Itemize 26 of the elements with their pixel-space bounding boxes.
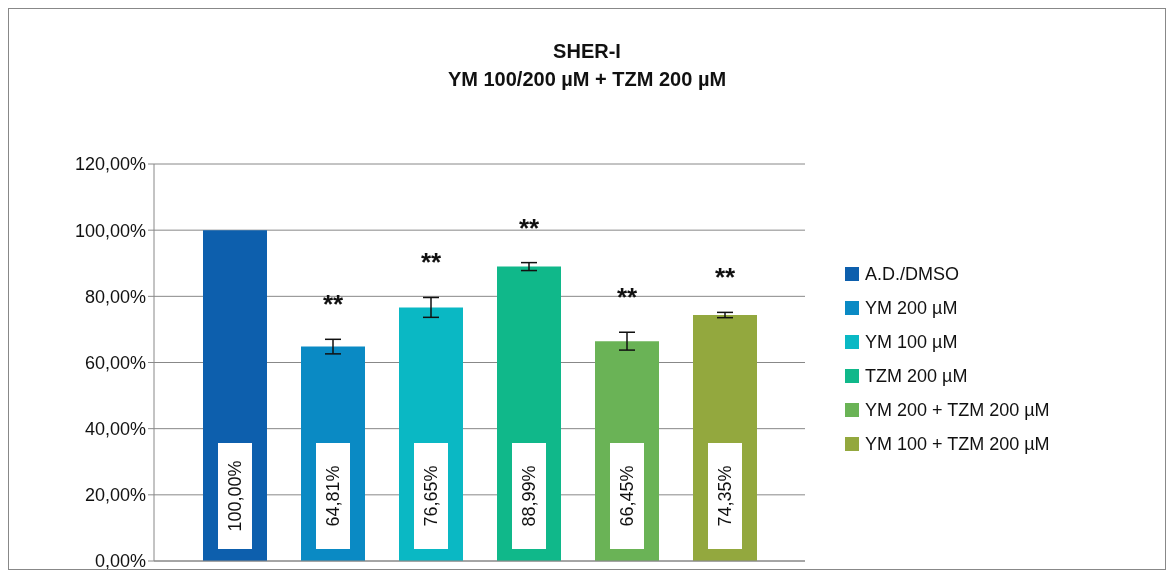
legend-label: A.D./DMSO	[865, 264, 960, 284]
annotation: **	[616, 282, 638, 313]
legend-label: TZM 200 µM	[865, 366, 968, 386]
legend-label: YM 100 + TZM 200 µM	[865, 434, 1050, 454]
data-label: 100,00%	[225, 460, 245, 532]
data-label: 74,35%	[715, 465, 735, 527]
annotation: **	[518, 212, 540, 243]
legend-label: YM 200 + TZM 200 µM	[865, 400, 1050, 420]
y-tick-label: 20,00%	[84, 485, 146, 506]
data-label: 66,45%	[617, 465, 637, 527]
annotation: **	[714, 262, 736, 293]
y-tick-label: 100,00%	[74, 220, 146, 241]
y-tick-label: 120,00%	[74, 154, 146, 175]
legend-label: YM 100 µM	[865, 332, 958, 352]
y-tick-label: 40,00%	[84, 419, 146, 440]
y-tick-label: 0,00%	[94, 551, 146, 572]
y-tick-label: 60,00%	[84, 352, 146, 373]
data-label: 76,65%	[421, 465, 441, 527]
y-tick-label: 80,00%	[84, 286, 146, 307]
chart-subtitle: YM 100/200 µM + TZM 200 µM	[446, 67, 728, 92]
annotation: **	[322, 289, 344, 320]
data-label: 88,99%	[519, 465, 539, 527]
data-label: 64,81%	[323, 465, 343, 527]
chart-title: SHER-I	[552, 39, 622, 64]
legend-label: YM 200 µM	[865, 298, 958, 318]
annotation: **	[420, 247, 442, 278]
